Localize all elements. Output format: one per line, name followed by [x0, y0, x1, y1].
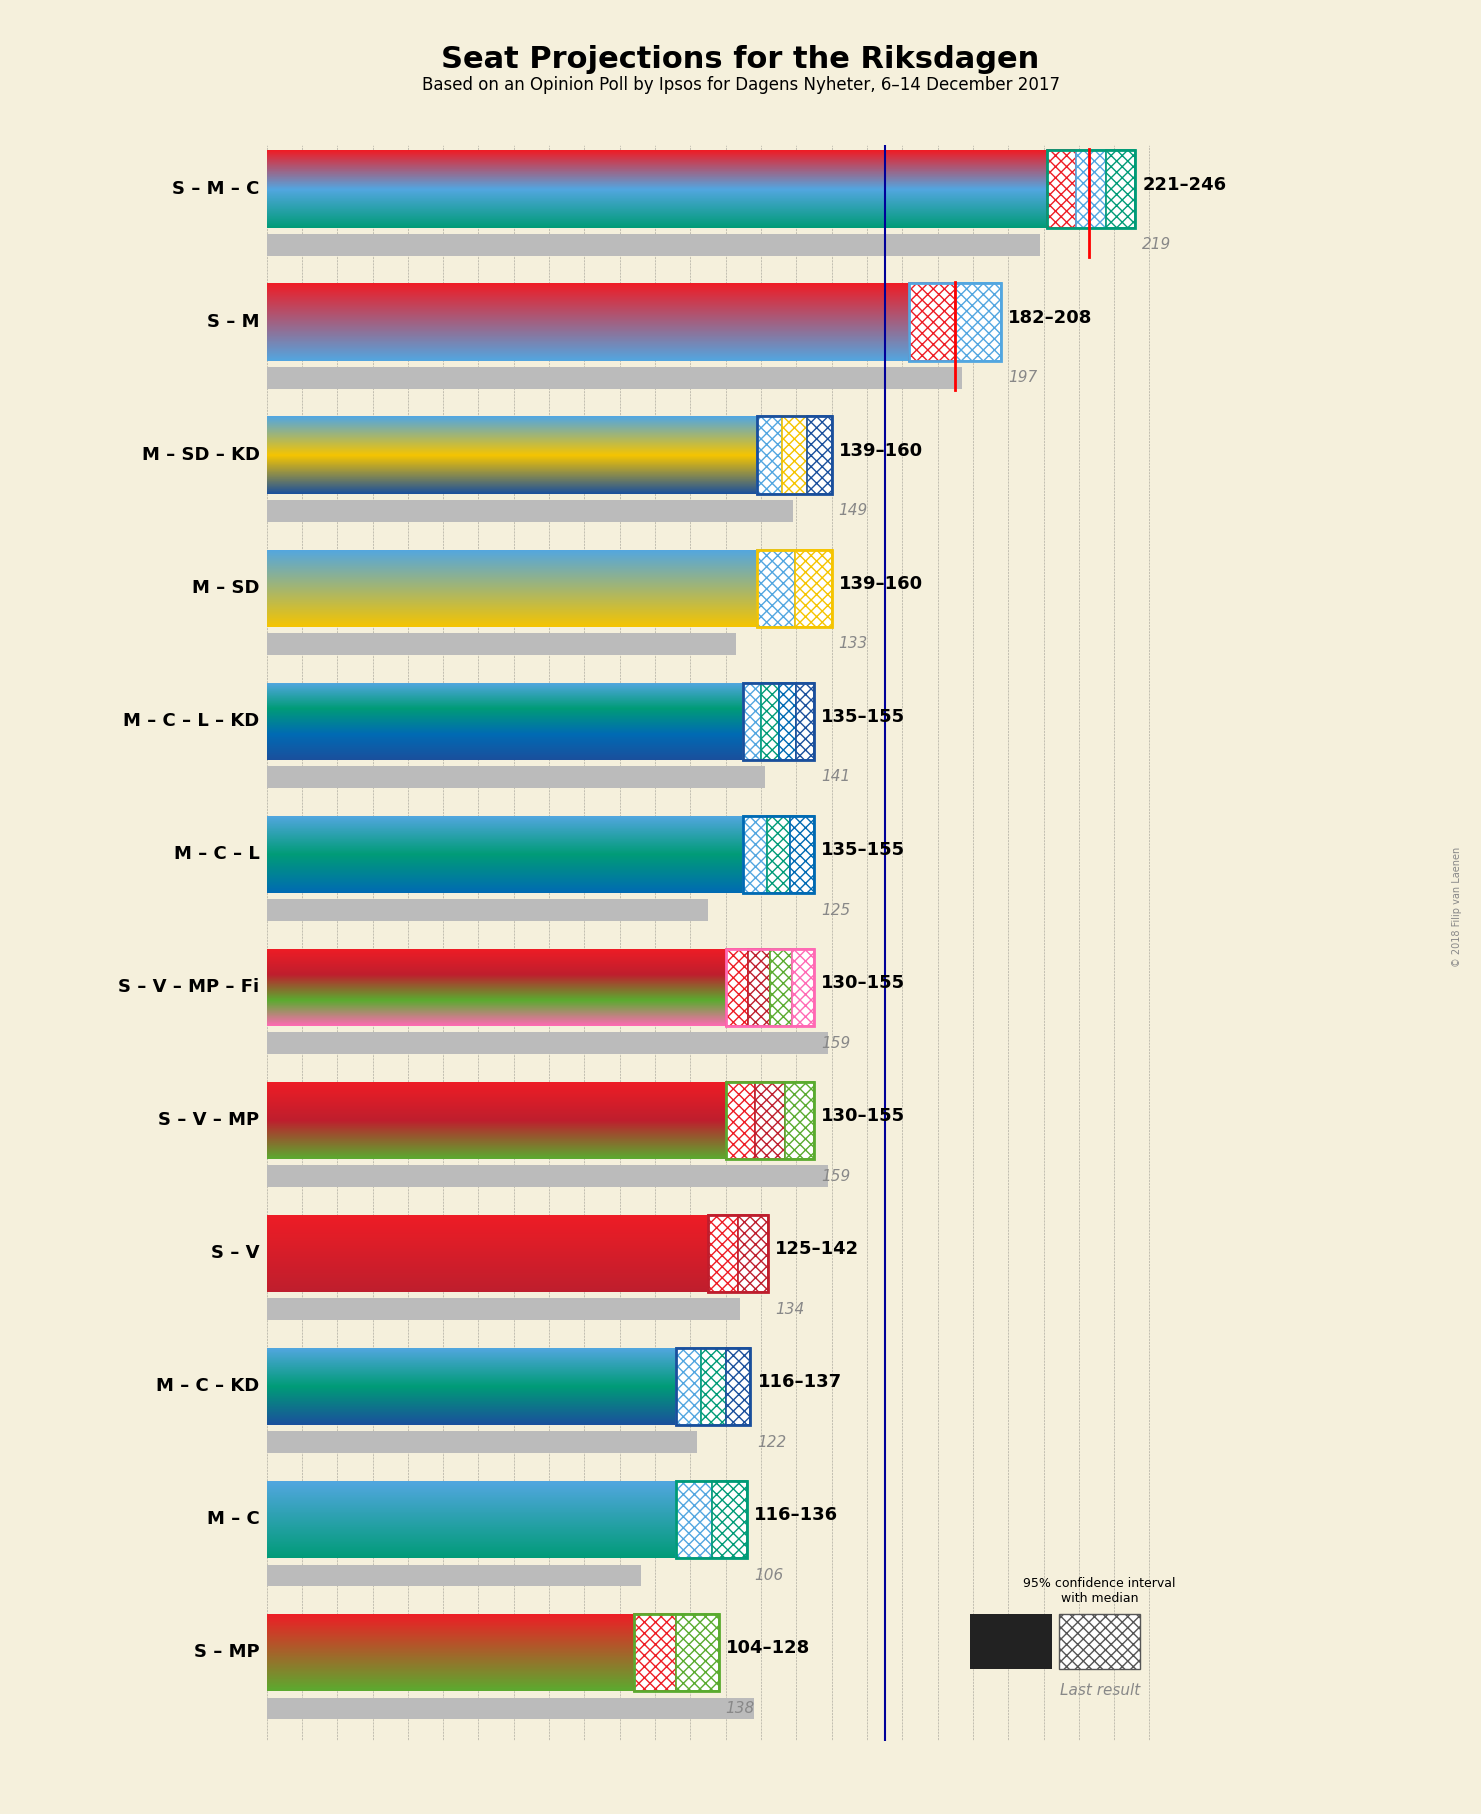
Text: 133: 133 [838, 637, 868, 651]
Bar [267, 900, 708, 922]
Bar [794, 550, 832, 626]
Bar [761, 682, 779, 760]
Text: Seat Projections for the Riksdagen: Seat Projections for the Riksdagen [441, 45, 1040, 74]
Bar [267, 501, 792, 522]
Bar [677, 1614, 718, 1691]
Bar [757, 417, 782, 493]
Text: S – V – MP: S – V – MP [158, 1112, 259, 1128]
Bar [909, 283, 955, 361]
Bar [767, 816, 791, 892]
Bar [726, 1081, 815, 1159]
Bar [1077, 151, 1106, 227]
Bar [955, 283, 1001, 361]
Bar [267, 234, 1040, 256]
Bar [677, 1480, 746, 1558]
Text: S – V: S – V [210, 1244, 259, 1263]
Bar [909, 283, 1001, 361]
Bar [726, 1348, 751, 1424]
Text: S – M: S – M [207, 314, 259, 330]
Text: S – M – C: S – M – C [172, 180, 259, 198]
Bar [782, 417, 807, 493]
Bar [748, 949, 770, 1025]
Text: S – MP: S – MP [194, 1643, 259, 1662]
Text: 138: 138 [726, 1702, 755, 1716]
Text: 197: 197 [1009, 370, 1038, 385]
Text: 116–136: 116–136 [754, 1506, 838, 1524]
Bar [770, 949, 792, 1025]
Text: Based on an Opinion Poll by Ipsos for Dagens Nyheter, 6–14 December 2017: Based on an Opinion Poll by Ipsos for Da… [422, 76, 1059, 94]
Text: S – V – MP – Fi: S – V – MP – Fi [118, 978, 259, 996]
Bar [757, 417, 832, 493]
Bar [267, 1299, 740, 1321]
Bar [779, 682, 797, 760]
Bar [267, 633, 736, 655]
Bar [792, 949, 815, 1025]
Text: 182–208: 182–208 [1009, 308, 1093, 327]
Text: M – SD: M – SD [193, 579, 259, 597]
Bar [743, 682, 815, 760]
Text: 149: 149 [838, 504, 868, 519]
Bar [726, 1081, 755, 1159]
Bar [267, 766, 764, 787]
Bar [785, 1081, 815, 1159]
Bar [634, 1614, 677, 1691]
Text: M – C – L: M – C – L [173, 845, 259, 863]
Text: M – C – KD: M – C – KD [157, 1377, 259, 1395]
Bar [267, 1564, 641, 1585]
Text: 122: 122 [757, 1435, 786, 1449]
Text: 221–246: 221–246 [1142, 176, 1226, 194]
Bar [267, 1698, 754, 1720]
Text: 116–137: 116–137 [757, 1373, 841, 1391]
Bar [791, 816, 815, 892]
Text: 159: 159 [820, 1036, 850, 1050]
Bar [267, 366, 963, 388]
Bar [267, 1032, 828, 1054]
Bar [634, 1614, 718, 1691]
Text: 104–128: 104–128 [726, 1640, 810, 1658]
Text: 106: 106 [754, 1567, 783, 1582]
Text: 130–155: 130–155 [820, 974, 905, 992]
Text: 130–155: 130–155 [820, 1107, 905, 1125]
Bar [708, 1215, 738, 1292]
Bar [1106, 151, 1136, 227]
Bar [701, 1348, 726, 1424]
Text: © 2018 Filip van Laenen: © 2018 Filip van Laenen [1451, 847, 1462, 967]
Bar [743, 682, 761, 760]
Bar [738, 1215, 769, 1292]
Text: M – C: M – C [207, 1511, 259, 1527]
Bar [755, 1081, 785, 1159]
Bar [711, 1480, 746, 1558]
Bar [743, 816, 815, 892]
Text: 125–142: 125–142 [775, 1241, 859, 1259]
Text: 135–155: 135–155 [820, 842, 905, 860]
Bar [726, 949, 748, 1025]
Text: 125: 125 [820, 903, 850, 918]
Text: 135–155: 135–155 [820, 707, 905, 726]
Bar [807, 417, 832, 493]
Bar [726, 949, 815, 1025]
Bar [677, 1348, 701, 1424]
Bar [757, 550, 832, 626]
Text: 159: 159 [820, 1168, 850, 1183]
Bar [743, 816, 767, 892]
Bar [267, 1165, 828, 1186]
Bar [708, 1215, 769, 1292]
Text: Last result: Last result [1059, 1683, 1140, 1698]
Text: M – SD – KD: M – SD – KD [142, 446, 259, 464]
Text: 95% confidence interval
with median: 95% confidence interval with median [1023, 1578, 1176, 1605]
Bar [267, 1431, 698, 1453]
Bar [677, 1348, 751, 1424]
Text: 219: 219 [1142, 238, 1171, 252]
Text: 134: 134 [775, 1302, 804, 1317]
Bar [1047, 151, 1136, 227]
Bar [1047, 151, 1077, 227]
Bar [677, 1480, 711, 1558]
Text: 141: 141 [820, 769, 850, 784]
Bar [757, 550, 795, 626]
Text: 139–160: 139–160 [838, 443, 923, 461]
Bar [797, 682, 815, 760]
Text: 139–160: 139–160 [838, 575, 923, 593]
Text: M – C – L – KD: M – C – L – KD [123, 713, 259, 729]
